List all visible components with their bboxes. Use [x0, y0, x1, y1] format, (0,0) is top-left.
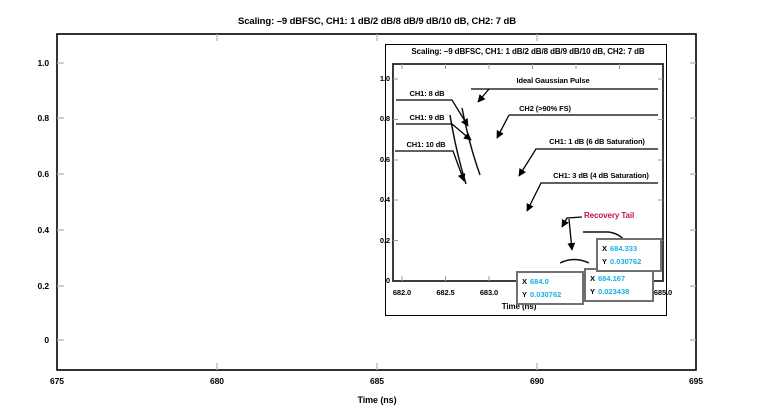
inset-xtick-label: 682.5 — [436, 288, 455, 297]
outer-xtick-label: 675 — [50, 376, 64, 386]
outer-ytick-label: 0.2 — [37, 281, 49, 291]
inset-ytick-label: 1.0 — [379, 74, 390, 83]
datatip-y-row: Y 0.030762 — [602, 255, 656, 268]
callout-label-ch1-3db: CH1: 3 dB (4 dB Saturation) — [553, 171, 649, 180]
datatip-x-key: X — [602, 244, 608, 253]
callout-label-ch2: CH2 (>90% FS) — [519, 104, 571, 113]
datatip-y-row: Y 0.023438 — [590, 285, 648, 298]
outer-ytick-label: 0.4 — [37, 225, 49, 235]
datatip-x-row: X 684.333 — [602, 242, 656, 255]
datatip-y-value: 0.030762 — [530, 290, 562, 299]
inset-xtick-label: 683.0 — [479, 288, 499, 297]
outer-xtick-label: 695 — [689, 376, 703, 386]
outer-ytick-label: 0 — [44, 335, 49, 345]
datatip-y-key: Y — [602, 257, 608, 266]
outer-xtick-label: 685 — [370, 376, 384, 386]
datatip-y-value: 0.023438 — [598, 287, 630, 296]
datatip-x-value: 684.167 — [598, 274, 626, 283]
outer-xtick-label: 680 — [210, 376, 224, 386]
datatip-y-row: Y 0.030762 — [522, 288, 578, 301]
datatip-684-0[interactable]: X 684.0 Y 0.030762 — [516, 271, 584, 305]
datatip-x-key: X — [590, 274, 596, 283]
outer-ytick-marks-right — [690, 62, 696, 341]
datatip-x-row: X 684.167 — [590, 272, 648, 285]
outer-plot-title: Scaling: –9 dBFSC, CH1: 1 dB/2 dB/8 dB/9… — [238, 16, 516, 27]
datatip-x-key: X — [522, 277, 528, 286]
datatip-684-333[interactable]: X 684.333 Y 0.030762 — [596, 238, 662, 272]
outer-ytick-label: 0.8 — [37, 113, 49, 123]
outer-xtick-marks-top — [216, 34, 538, 41]
datatip-x-row: X 684.0 — [522, 275, 578, 288]
callout-label-ch1-1db: CH1: 1 dB (6 dB Saturation) — [549, 137, 645, 146]
outer-xtick-marks-bottom — [216, 363, 538, 370]
inset-ytick-label: 0.6 — [379, 155, 390, 164]
outer-xaxis-label: Time (ns) — [357, 395, 397, 405]
datatip-x-value: 684.0 — [530, 277, 549, 286]
datatip-x-value: 684.333 — [610, 244, 638, 253]
datatip-684-167[interactable]: X 684.167 Y 0.023438 — [584, 268, 654, 302]
outer-ytick-label: 0.6 — [37, 169, 49, 179]
callout-label-ch1-8db: CH1: 8 dB — [409, 89, 445, 98]
callout-label-recovery-tail: Recovery Tail — [584, 211, 635, 220]
datatip-y-value: 0.030762 — [610, 257, 642, 266]
inset-xtick-label: 682.0 — [392, 288, 412, 297]
datatip-y-key: Y — [522, 290, 528, 299]
outer-ytick-marks-left — [57, 62, 64, 341]
callout-label-ideal-gaussian: Ideal Gaussian Pulse — [516, 76, 590, 85]
callout-label-ch1-10db: CH1: 10 dB — [406, 140, 446, 149]
inset-ytick-label: 0.4 — [379, 195, 390, 204]
outer-ytick-label: 1.0 — [37, 58, 49, 68]
inset-ytick-label: 0.2 — [379, 236, 390, 245]
inset-ytick-label: 0 — [385, 276, 390, 285]
callout-label-ch1-9db: CH1: 9 dB — [409, 113, 445, 122]
inset-ytick-label: 0.8 — [379, 114, 390, 123]
inset-xtick-label: 685.0 — [653, 288, 673, 297]
outer-xtick-label: 690 — [530, 376, 544, 386]
inset-plot-title: Scaling: –9 dBFSC, CH1: 1 dB/2 dB/8 dB/9… — [411, 47, 645, 56]
datatip-y-key: Y — [590, 287, 596, 296]
